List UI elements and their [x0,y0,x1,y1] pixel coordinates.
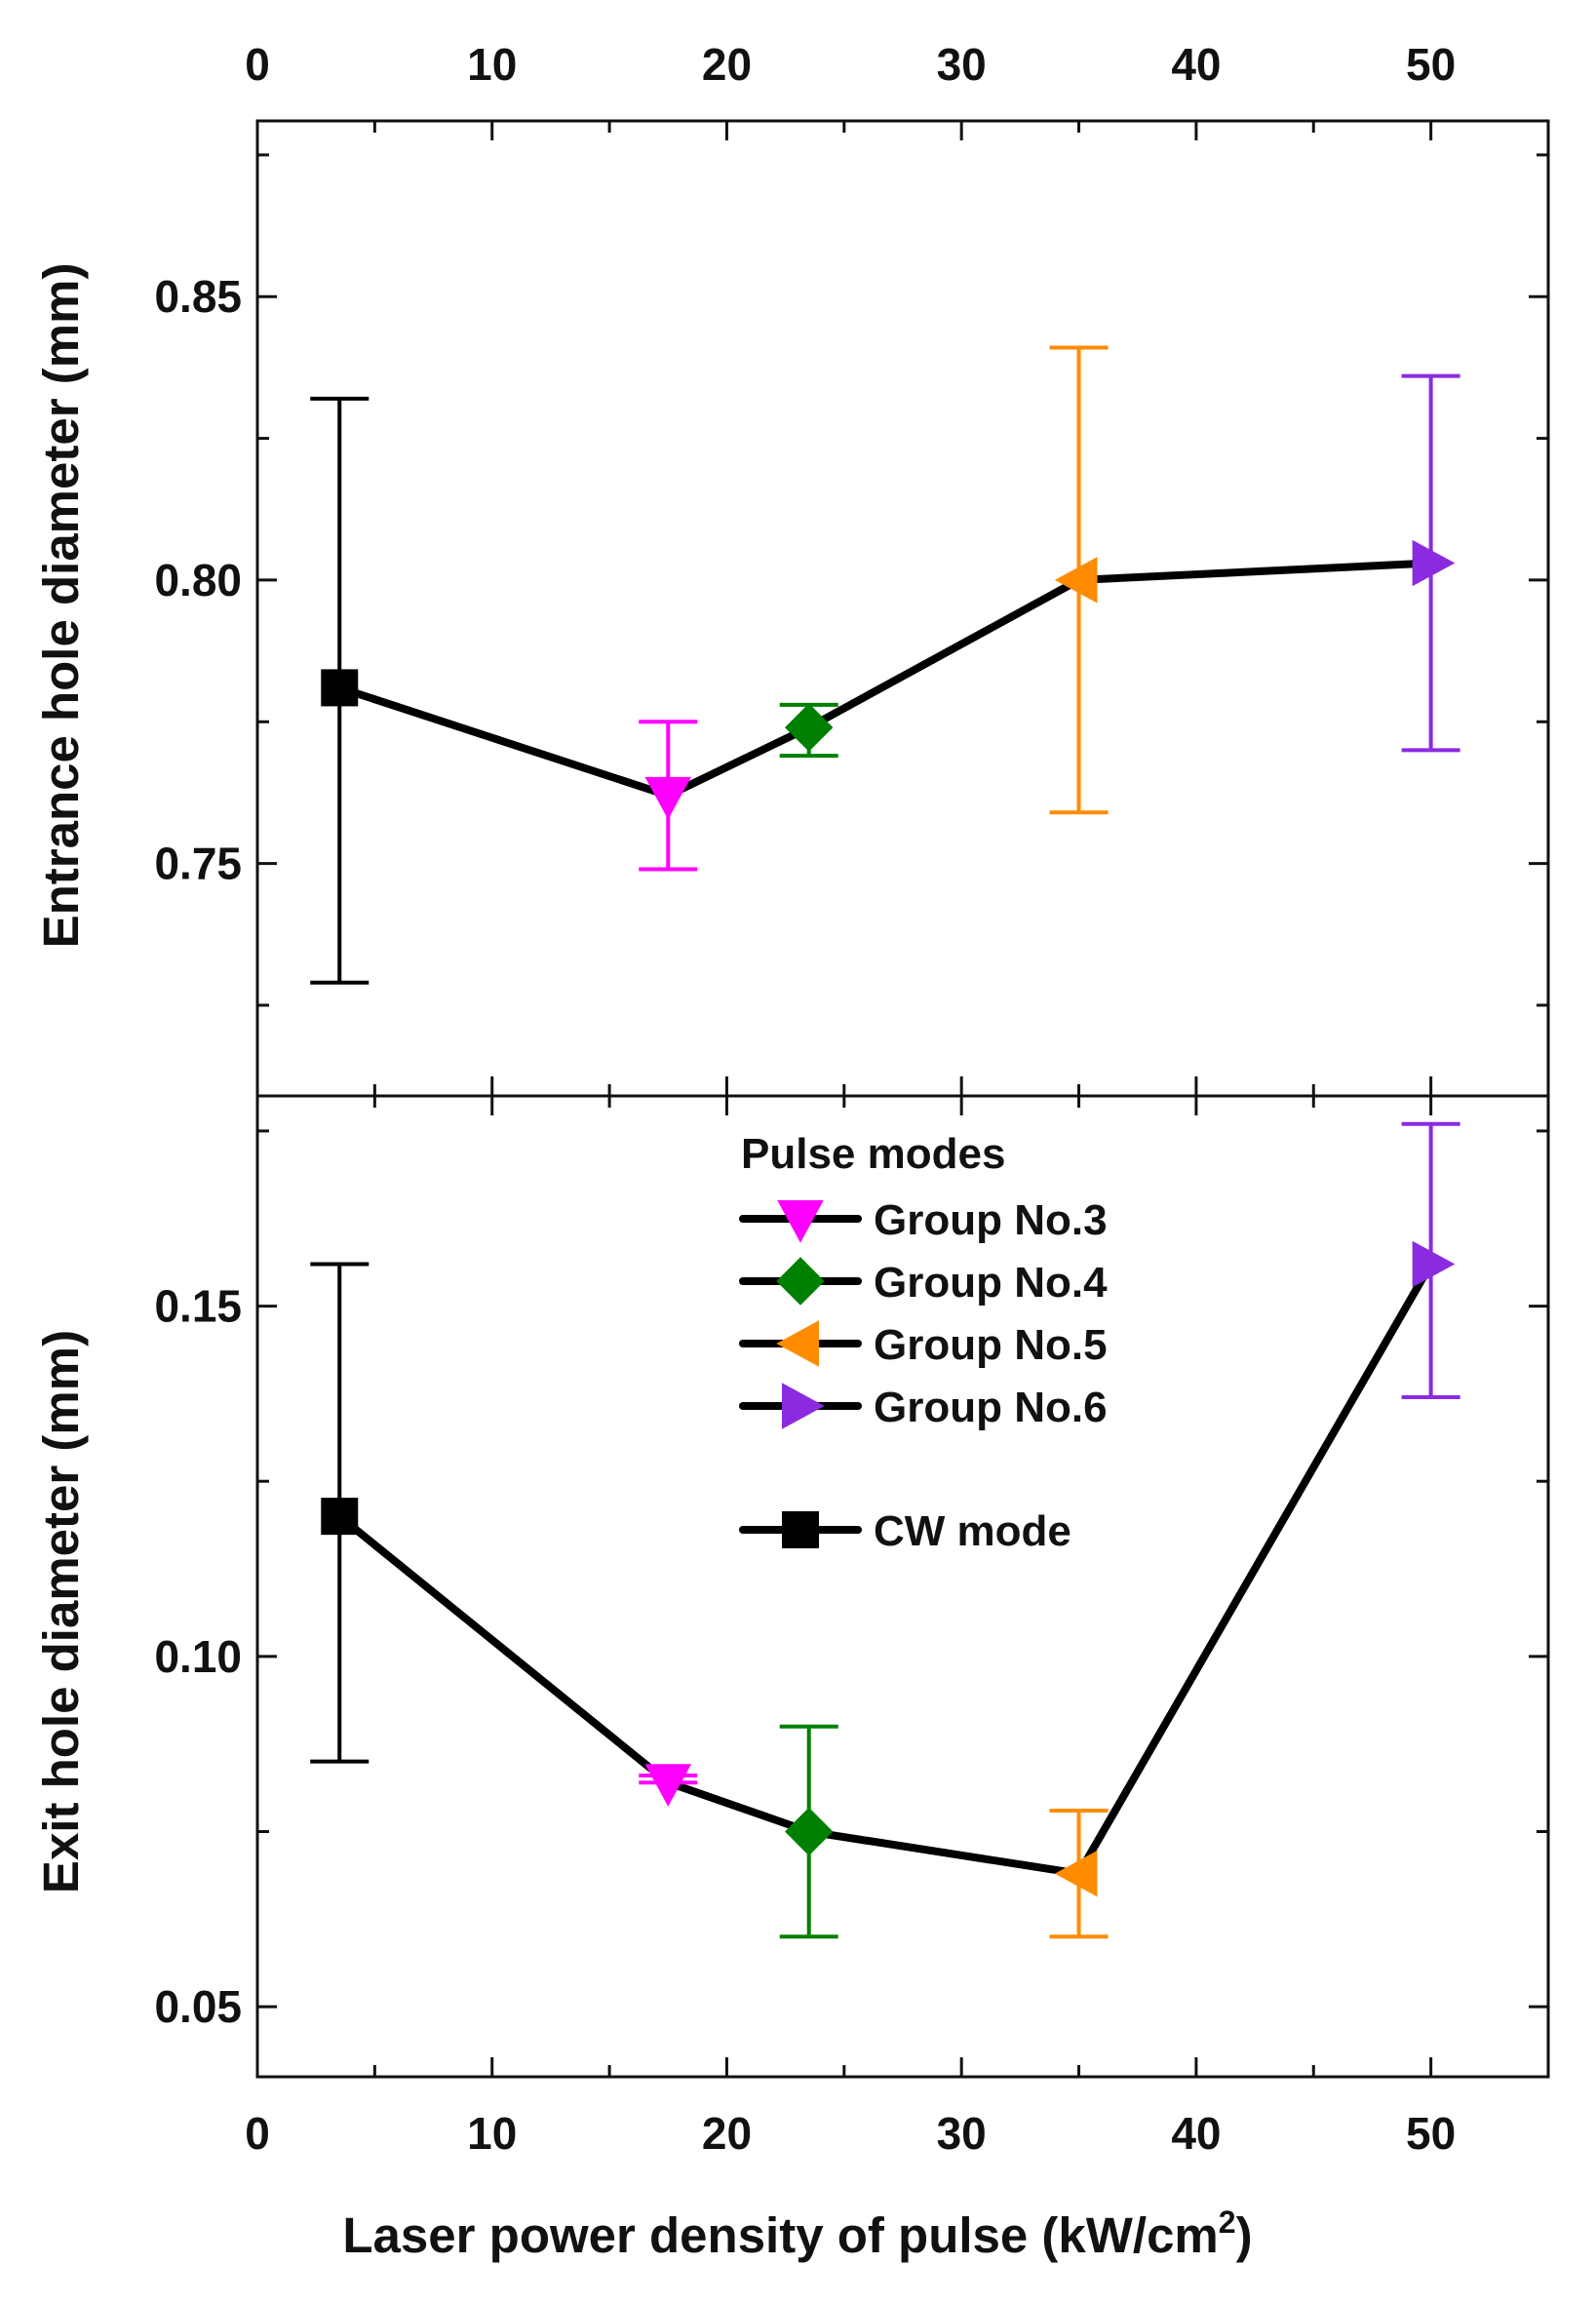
legend-cw-mode-marker [782,1511,819,1548]
x-tick-label-top: 10 [467,39,517,90]
entrance-y-axis-title: Entrance hole diameter (mm) [33,263,89,949]
legend-group-no-6-label: Group No.6 [874,1384,1108,1431]
tick-labels: 0.75 0.80 0.85 0.05 0.10 0.15 0 0 10 10 20 20 30 30 40… [154,39,1456,2159]
exit-group-no-5-marker [1054,1850,1098,1897]
legend-group-no-3-label: Group No.3 [874,1196,1108,1244]
x-tick-label-top: 50 [1406,39,1456,90]
exit-y-tick-label: 0.10 [154,1631,242,1682]
legend: Pulse modes Group No.3 Group No.4 Group No.… [739,1130,1108,1555]
tick-marks [255,121,1550,2077]
x-tick-label-bottom: 50 [1406,2108,1456,2159]
legend-group-no-3-marker [777,1200,824,1243]
x-tick-label-bottom: 30 [937,2108,987,2159]
legend-group-no-4-marker [776,1257,825,1306]
plot-frames [255,119,1550,2079]
entrance-series-line [335,559,1435,800]
legend-group-no-6-marker [782,1383,825,1429]
exit-y-axis-title: Exit hole diameter (mm) [33,1330,89,1893]
exit-y-tick-label: 0.15 [154,1281,242,1332]
x-tick-label-top: 30 [937,39,987,90]
x-tick-label-bottom: 40 [1171,2108,1221,2159]
exit-plot-frame [255,1094,1550,2079]
data-markers [321,539,1456,1897]
legend-cw-mode-label: CW mode [874,1507,1071,1555]
exit-group-no-4-marker [785,1807,834,1856]
x-tick-label-bottom: 10 [467,2108,517,2159]
entrance-cw-mode-marker [321,669,359,707]
entrance-y-tick-label: 0.75 [154,839,242,889]
entrance-group-no-3-marker [644,776,692,820]
exit-group-no-6-marker [1412,1240,1456,1288]
entrance-group-no-4-marker [785,703,834,752]
legend-title: Pulse modes [741,1130,1005,1178]
exit-cw-mode-marker [321,1498,359,1536]
entrance-y-tick-label: 0.80 [154,555,242,605]
x-axis-title: Laser power density of pulse (kW/cm2) [342,2205,1252,2263]
legend-group-no-4-label: Group No.4 [874,1259,1108,1307]
x-tick-label-bottom: 0 [245,2108,270,2159]
entrance-plot-frame [255,119,1550,1098]
legend-group-no-5-marker [776,1320,819,1367]
x-tick-label-top: 40 [1171,39,1221,90]
entrance-group-no-6-marker [1412,539,1456,587]
x-tick-label-bottom: 20 [702,2108,752,2159]
x-tick-label-top: 20 [702,39,752,90]
exit-y-tick-label: 0.05 [154,1981,242,2032]
x-tick-label-top: 0 [245,39,270,90]
entrance-y-tick-label: 0.85 [154,271,242,322]
exit-group-no-3-marker [644,1764,692,1807]
legend-group-no-5-label: Group No.5 [874,1321,1108,1369]
entrance-group-no-5-marker [1054,557,1098,604]
